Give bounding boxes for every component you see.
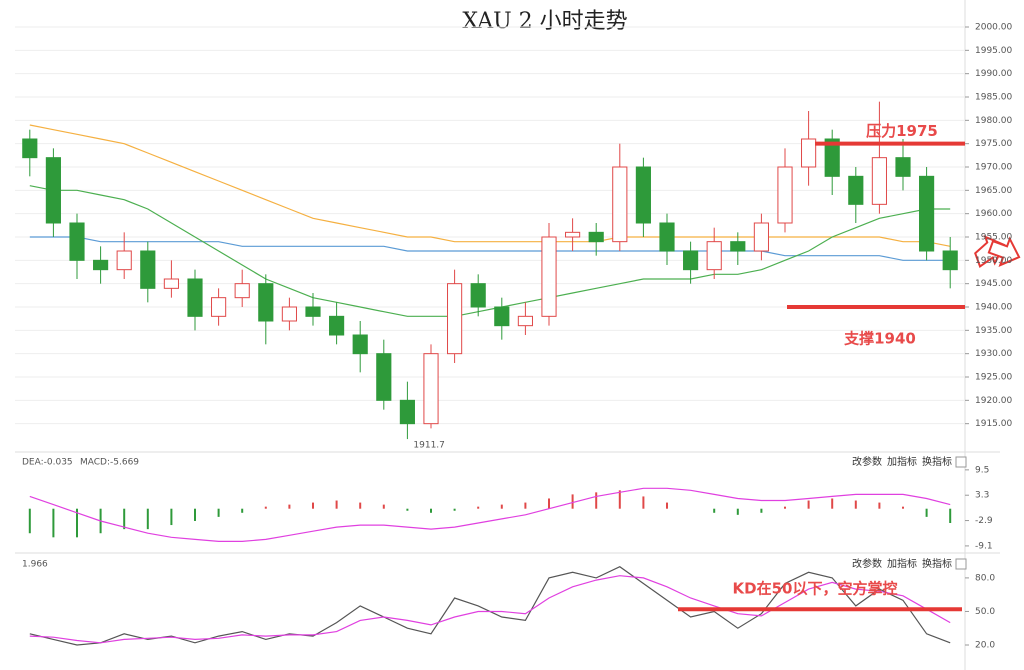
candle-body — [635, 166, 651, 224]
indicator-line — [29, 185, 951, 317]
candle-body — [258, 283, 274, 322]
candle-body — [352, 334, 368, 355]
candle-body — [187, 278, 203, 317]
y-tick-label: 3.3 — [975, 491, 989, 501]
indicator-line — [29, 575, 951, 644]
level-label: KD在50以下，空方掌控 — [733, 580, 898, 598]
chart-title: XAU 2 小时走势 — [462, 9, 627, 34]
candle-body — [517, 315, 533, 327]
arrow-icon — [987, 236, 1021, 267]
toolbar-button[interactable]: 加指标 — [887, 455, 917, 468]
legend-entry: 1.966 — [22, 560, 48, 570]
candle-body — [541, 236, 557, 317]
candle-body — [45, 157, 61, 224]
y-tick-label: 1960.00 — [975, 209, 1012, 219]
close-button[interactable] — [955, 456, 967, 468]
y-tick-label: 1935.00 — [975, 326, 1012, 336]
candle-body — [93, 259, 109, 271]
candle-body — [730, 241, 746, 252]
toolbar-button[interactable]: 加指标 — [887, 557, 917, 570]
candle-body — [706, 241, 722, 271]
candle-body — [824, 138, 840, 177]
candle-body — [659, 222, 675, 252]
candle-body — [470, 283, 486, 308]
candle-body — [376, 353, 392, 401]
candle-body — [942, 250, 958, 271]
y-tick-label: 9.5 — [975, 465, 989, 475]
candle-body — [399, 399, 415, 425]
candle-body — [211, 297, 227, 317]
candle-body — [447, 283, 463, 355]
candle-body — [871, 157, 887, 205]
y-tick-label: 1945.00 — [975, 279, 1012, 289]
level-label: 支撑1940 — [843, 330, 916, 348]
y-tick-label: 20.0 — [975, 641, 995, 651]
y-tick-label: 1985.00 — [975, 93, 1012, 103]
y-tick-label: 1980.00 — [975, 116, 1012, 126]
y-tick-label: 1975.00 — [975, 139, 1012, 149]
low-label: 1911.7 — [413, 441, 445, 451]
y-tick-label: 1990.00 — [975, 69, 1012, 79]
candle-body — [22, 138, 38, 159]
candle-body — [588, 231, 604, 243]
candle-body — [329, 315, 345, 336]
candle-body — [234, 283, 250, 299]
candle-body — [140, 250, 156, 289]
toolbar-button[interactable]: 换指标 — [922, 557, 952, 570]
y-tick-label: 2000.00 — [975, 23, 1012, 33]
y-tick-label: -2.9 — [975, 516, 993, 526]
level-label: 压力1975 — [866, 122, 938, 140]
y-tick-label: 50.0 — [975, 607, 995, 617]
toolbar-button[interactable]: 改参数 — [852, 455, 882, 468]
candle-body — [683, 250, 699, 271]
candle-body — [305, 306, 321, 317]
candle-body — [163, 278, 179, 289]
candle-body — [801, 138, 817, 168]
candle-body — [919, 175, 935, 252]
close-button[interactable] — [955, 558, 967, 570]
y-tick-label: 1955.00 — [975, 233, 1012, 243]
candle-body — [565, 231, 581, 238]
y-tick-label: 1950.00 — [975, 256, 1012, 266]
toolbar-button[interactable]: 换指标 — [922, 455, 952, 468]
candle-body — [895, 157, 911, 177]
candle-body — [612, 166, 628, 243]
indicator-line — [29, 124, 951, 247]
candle-body — [69, 222, 85, 261]
candle-body — [753, 222, 769, 252]
legend-entry: DEA:-0.035 — [22, 458, 73, 468]
candle-body — [423, 353, 439, 425]
candle-body — [777, 166, 793, 224]
y-tick-label: 1930.00 — [975, 349, 1012, 359]
y-tick-label: 80.0 — [975, 573, 995, 583]
y-tick-label: 1915.00 — [975, 419, 1012, 429]
candle-body — [116, 250, 132, 271]
candle-body — [848, 175, 864, 205]
y-tick-label: 1995.00 — [975, 46, 1012, 56]
y-tick-label: 1965.00 — [975, 186, 1012, 196]
legend-entry: MACD:-5.669 — [80, 458, 139, 468]
y-tick-label: 1920.00 — [975, 396, 1012, 406]
y-tick-label: -9.1 — [975, 541, 993, 551]
y-tick-label: 1940.00 — [975, 303, 1012, 313]
candle-body — [494, 306, 510, 327]
y-tick-label: 1925.00 — [975, 373, 1012, 383]
candle-body — [281, 306, 297, 322]
y-tick-label: 1970.00 — [975, 163, 1012, 173]
indicator-line — [29, 487, 951, 542]
toolbar-button[interactable]: 改参数 — [852, 557, 882, 570]
